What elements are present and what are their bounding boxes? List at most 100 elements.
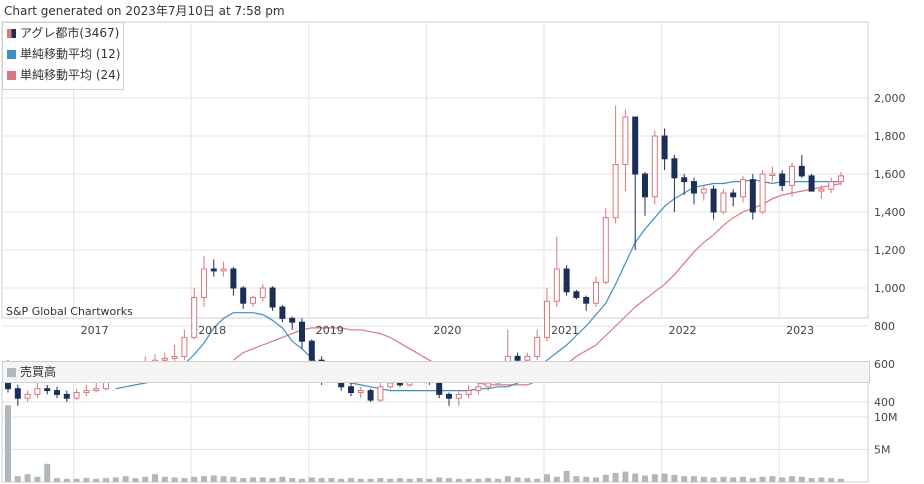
- volume-bar: [681, 476, 688, 482]
- ma12-line: [115, 179, 841, 392]
- legend-item-ma12[interactable]: 単純移動平均 (12): [3, 44, 123, 65]
- volume-bar: [553, 476, 560, 482]
- volume-y-tick-label: 5M: [874, 444, 891, 457]
- candle: [808, 174, 815, 192]
- candle: [642, 172, 648, 216]
- volume-bar: [201, 476, 207, 482]
- volume-bar: [691, 476, 697, 482]
- volume-bar: [377, 478, 384, 482]
- candle-body: [377, 386, 384, 401]
- volume-bar: [661, 473, 668, 482]
- candle-body: [348, 386, 354, 393]
- candle-body: [612, 164, 619, 219]
- candle: [44, 384, 51, 395]
- volume-bar: [485, 478, 492, 482]
- volume-bar: [446, 478, 452, 482]
- volume-bar: [308, 477, 315, 482]
- candle-body: [779, 173, 786, 186]
- candle-body: [759, 173, 766, 213]
- candle-body: [220, 268, 227, 272]
- candle-body: [161, 357, 168, 361]
- volume-bar: [612, 472, 619, 482]
- candle-body: [259, 287, 266, 298]
- candle: [828, 177, 835, 193]
- candle: [201, 255, 207, 307]
- candle-body: [622, 116, 629, 165]
- volume-bar: [83, 478, 90, 482]
- candle: [749, 174, 756, 220]
- volume-bar: [73, 478, 80, 482]
- candle: [798, 155, 805, 178]
- candle: [24, 390, 31, 402]
- volume-bar: [63, 478, 70, 482]
- volume-bar: [103, 478, 109, 482]
- volume-title-bar: 売買高: [2, 361, 870, 383]
- candle-body: [250, 297, 256, 304]
- volume-bar: [14, 476, 21, 482]
- candle-body: [357, 390, 364, 394]
- candle: [230, 267, 237, 296]
- volume-bar: [504, 476, 511, 482]
- candle: [759, 170, 766, 214]
- candle-body: [661, 135, 668, 160]
- candle-body: [63, 393, 70, 399]
- volume-y-tick-label: 10M: [874, 411, 898, 424]
- volume-bar: [279, 476, 286, 482]
- volume-bar: [563, 470, 570, 482]
- volume-bar: [357, 478, 364, 482]
- x-tick-label: 2023: [786, 324, 814, 337]
- x-tick-label: 2022: [669, 324, 697, 337]
- volume-bar: [455, 478, 462, 482]
- candle-icon: [7, 29, 16, 38]
- candle: [710, 185, 717, 220]
- candle: [534, 329, 541, 361]
- volume-bar: [426, 478, 433, 482]
- candle-body: [632, 116, 639, 175]
- candle: [34, 383, 41, 399]
- candle: [348, 383, 354, 397]
- candle: [63, 390, 70, 402]
- price-y-tick-label: 1,200: [874, 244, 906, 257]
- generated-timestamp: Chart generated on 2023年7月10日 at 7:58 pm: [4, 4, 285, 18]
- candle-body: [93, 388, 100, 392]
- volume-bar: [818, 477, 825, 482]
- candle: [191, 288, 198, 340]
- volume-bar: [259, 477, 266, 482]
- candle: [279, 305, 286, 323]
- candle: [612, 105, 619, 224]
- candle: [250, 295, 256, 307]
- legend-item-ma24[interactable]: 単純移動平均 (24): [3, 65, 123, 86]
- volume-bar: [171, 477, 178, 482]
- volume-bar: [759, 476, 766, 482]
- candle-body: [54, 390, 60, 395]
- volume-bar: [534, 478, 541, 482]
- volume-bar: [210, 475, 217, 482]
- candle-body: [73, 392, 80, 399]
- volume-bar: [328, 478, 335, 482]
- x-axis: 2017 2018 2019 2020 2021 2022 2023: [81, 324, 815, 337]
- candle-body: [446, 393, 452, 399]
- legend-label: 単純移動平均 (12): [20, 47, 121, 61]
- price-y-tick-label: 600: [874, 358, 895, 371]
- candle-body: [651, 135, 658, 198]
- volume-bar: [44, 463, 51, 482]
- candle: [769, 166, 776, 182]
- candle: [593, 276, 599, 307]
- candle-body: [691, 181, 697, 194]
- candle: [367, 388, 374, 402]
- volume-bar: [24, 474, 31, 482]
- price-y-tick-label: 1,400: [874, 206, 906, 219]
- candle: [730, 189, 737, 207]
- candle: [818, 185, 825, 199]
- candle: [83, 384, 90, 397]
- candle-body: [563, 268, 570, 293]
- volume-bar: [465, 478, 472, 482]
- volume-bar: [367, 478, 374, 482]
- candle: [171, 345, 178, 364]
- candle: [465, 384, 472, 399]
- candle: [583, 295, 590, 311]
- volume-bar: [269, 478, 276, 482]
- legend-item-price[interactable]: アグレ都市(3467): [3, 23, 123, 44]
- candle-body: [671, 158, 678, 179]
